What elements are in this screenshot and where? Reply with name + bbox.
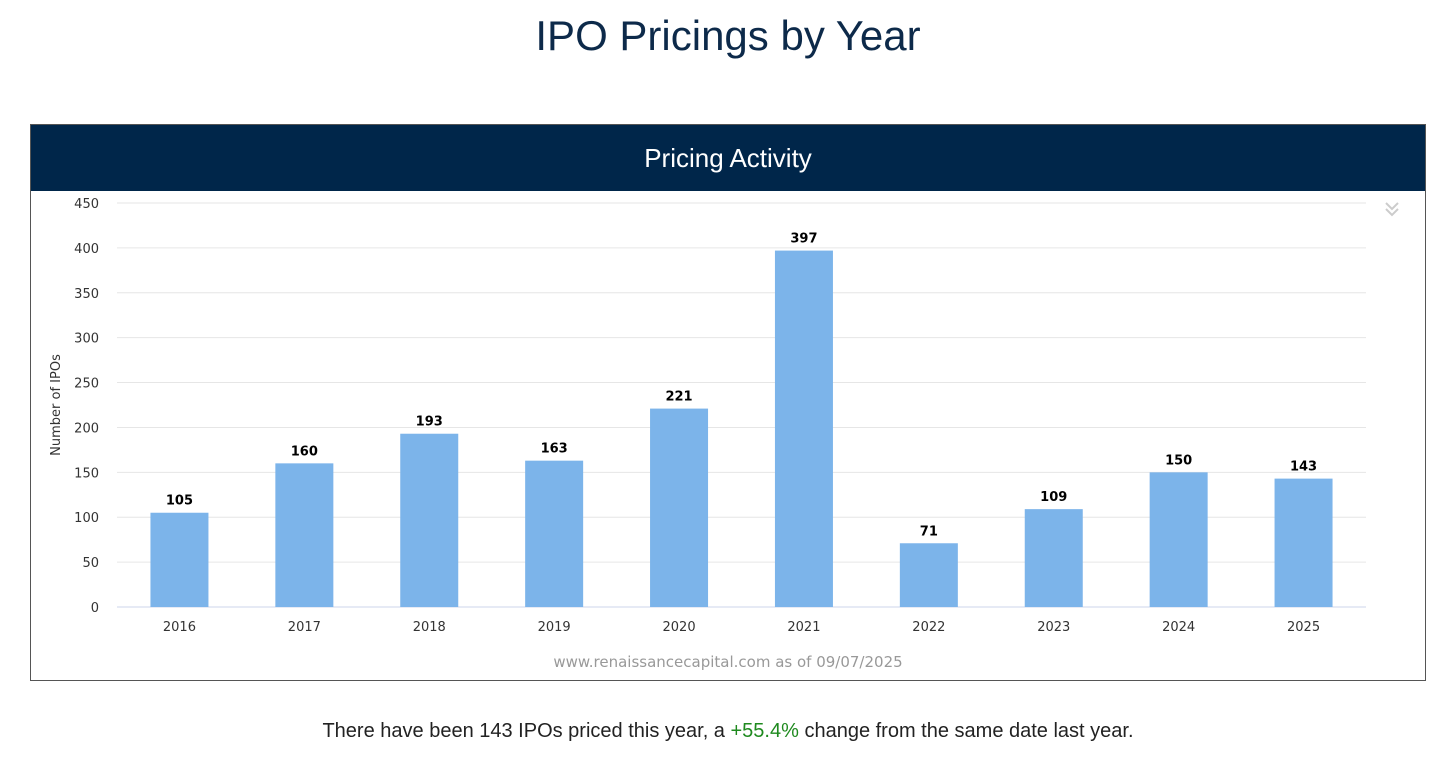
x-tick-label: 2016 bbox=[163, 620, 196, 635]
x-tick-label: 2023 bbox=[1037, 620, 1070, 635]
x-tick-label: 2018 bbox=[413, 620, 446, 635]
y-tick-label: 200 bbox=[74, 421, 99, 436]
y-tick-label: 100 bbox=[74, 511, 99, 526]
bar[interactable] bbox=[1024, 509, 1083, 607]
data-label: 109 bbox=[1040, 490, 1067, 505]
x-tick-label: 2022 bbox=[912, 620, 945, 635]
x-tick-label: 2019 bbox=[538, 620, 571, 635]
bar[interactable] bbox=[150, 512, 209, 607]
data-label: 143 bbox=[1290, 460, 1317, 475]
y-tick-label: 250 bbox=[74, 377, 99, 392]
x-tick-label: 2021 bbox=[787, 620, 820, 635]
bar[interactable] bbox=[275, 463, 334, 607]
x-tick-label: 2024 bbox=[1162, 620, 1195, 635]
menu-chevron-icon[interactable] bbox=[1385, 202, 1399, 217]
x-tick-label: 2017 bbox=[288, 620, 321, 635]
data-label: 71 bbox=[920, 524, 938, 539]
bar[interactable] bbox=[525, 460, 584, 607]
bar[interactable] bbox=[650, 408, 709, 607]
summary-before: There have been 143 IPOs priced this yea… bbox=[322, 720, 731, 742]
y-tick-label: 450 bbox=[74, 197, 99, 212]
panel-header: Pricing Activity bbox=[31, 125, 1425, 191]
y-tick-label: 300 bbox=[74, 332, 99, 347]
bar[interactable] bbox=[899, 543, 958, 607]
bar[interactable] bbox=[1149, 472, 1208, 607]
summary-after: change from the same date last year. bbox=[798, 720, 1134, 742]
data-label: 160 bbox=[291, 444, 318, 459]
bar[interactable] bbox=[400, 433, 459, 607]
data-label: 397 bbox=[790, 232, 817, 247]
y-tick-label: 150 bbox=[74, 466, 99, 481]
data-label: 150 bbox=[1165, 453, 1192, 468]
bar[interactable] bbox=[774, 250, 833, 607]
y-axis-label: Number of IPOs bbox=[49, 354, 64, 456]
y-tick-label: 400 bbox=[74, 242, 99, 257]
summary-text: There have been 143 IPOs priced this yea… bbox=[0, 720, 1456, 743]
data-label: 105 bbox=[166, 494, 193, 509]
y-tick-label: 0 bbox=[91, 601, 99, 616]
y-tick-label: 50 bbox=[82, 556, 99, 571]
bar[interactable] bbox=[1274, 478, 1333, 607]
page-title: IPO Pricings by Year bbox=[535, 12, 921, 59]
data-label: 221 bbox=[665, 390, 692, 405]
y-tick-label: 350 bbox=[74, 287, 99, 302]
x-tick-label: 2020 bbox=[663, 620, 696, 635]
chart-panel: Pricing Activity 0 50 100 150 200 250 300 350 40… bbox=[30, 124, 1426, 681]
data-label: 163 bbox=[541, 442, 568, 457]
x-tick-label: 2025 bbox=[1287, 620, 1320, 635]
bar-chart: 0 50 100 150 200 250 300 350 400 450 105 2016 160 201… bbox=[49, 197, 1399, 671]
data-label: 193 bbox=[416, 415, 443, 430]
chart-credit: www.renaissancecapital.com as of 09/07/2… bbox=[553, 653, 902, 671]
summary-change: +55.4% bbox=[730, 720, 799, 742]
